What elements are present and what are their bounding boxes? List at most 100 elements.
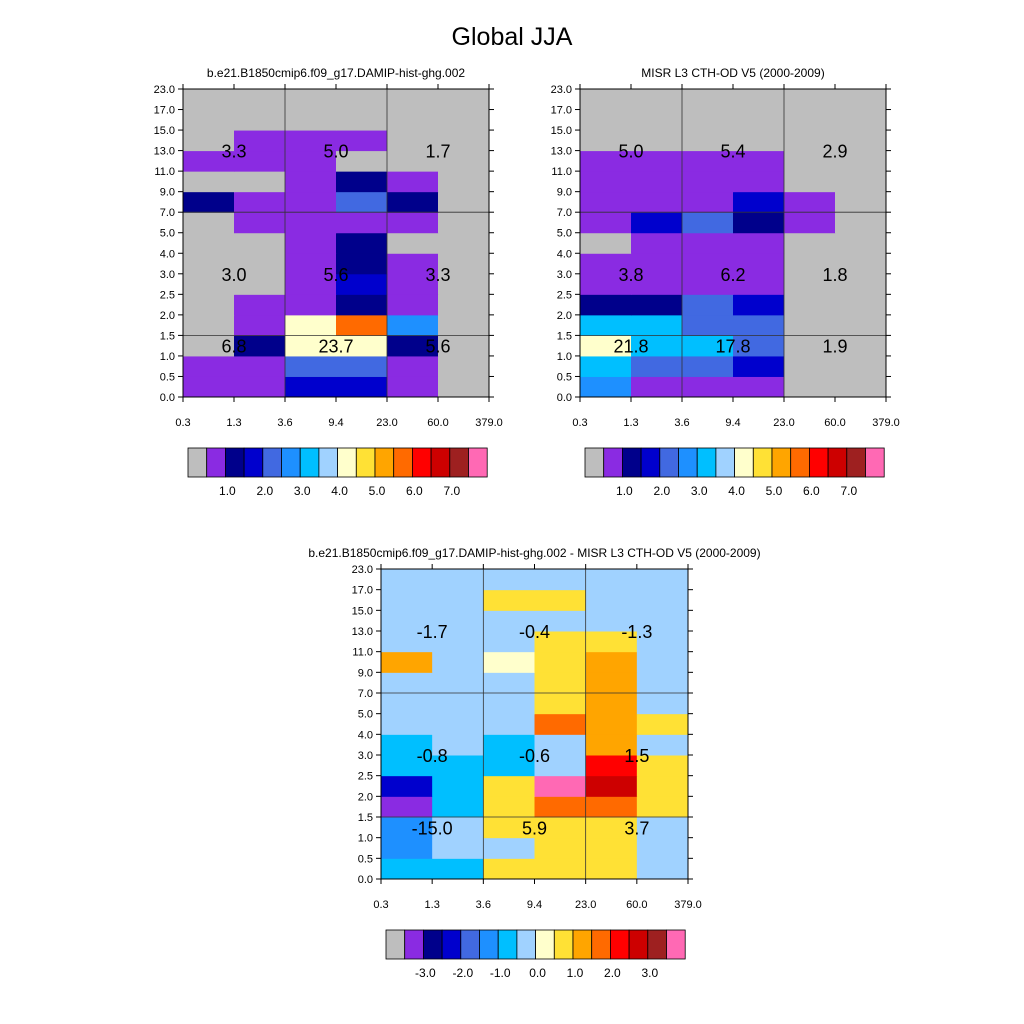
heatmap-cell (183, 130, 235, 152)
colorbar-label: 3.0 (691, 484, 708, 498)
heatmap-cell (438, 89, 490, 111)
heatmap-cell (336, 109, 388, 131)
heatmap-cell (636, 569, 689, 591)
y-tick-label: 5.0 (160, 228, 175, 240)
colorbar-label: 7.0 (840, 484, 857, 498)
heatmap-cell (636, 755, 689, 777)
heatmap-cell (387, 355, 439, 377)
heatmap-cell (336, 376, 388, 398)
heatmap-cell (631, 191, 683, 213)
panel-observation: MISR L3 CTH-OD V5 (2000-2009) 0.0 0.5 1.0 1.… (551, 66, 900, 498)
y-tick-label: 2.5 (160, 289, 175, 301)
colorbar-swatch (430, 447, 451, 478)
heatmap-cell (234, 109, 286, 131)
heatmap-cell (432, 837, 484, 859)
panel-difference: b.e21.B1850cmip6.f09_g17.DAMIP-hist-ghg.… (308, 546, 760, 980)
region-value: 17.8 (715, 337, 750, 357)
heatmap-cell (336, 232, 388, 254)
y-tick-label: 11.0 (551, 166, 572, 178)
y-tick-label: 3.0 (358, 750, 373, 762)
heatmap-cell (784, 130, 836, 152)
heatmap-cell (784, 376, 836, 398)
heatmap-cell (438, 109, 490, 131)
y-tick-label: 23.0 (551, 84, 572, 96)
region-value: 21.8 (613, 337, 648, 357)
heatmap-cell (585, 569, 638, 591)
colorbar-swatch (622, 447, 642, 478)
colorbar-swatch (281, 447, 301, 478)
heatmap-cell (585, 858, 638, 880)
heatmap-cell (387, 191, 439, 213)
heatmap-cell (483, 672, 535, 694)
y-tick-label: 4.0 (160, 248, 175, 260)
heatmap-cell (835, 355, 887, 377)
heatmap-cell (438, 232, 490, 254)
heatmap-cell (183, 191, 235, 213)
colorbar-swatch (572, 929, 593, 960)
colorbar-swatch (659, 447, 679, 478)
colorbar-label: 5.0 (766, 484, 783, 498)
colorbar-swatch (666, 929, 686, 960)
y-tick-label: 17.0 (154, 105, 175, 117)
y-tick-label: 17.0 (352, 585, 373, 597)
x-tick-label: 9.4 (725, 417, 740, 429)
heatmap-cell (438, 150, 490, 172)
colorbar-label: 4.0 (728, 484, 745, 498)
heatmap-cell (784, 273, 836, 295)
heatmap-cell (234, 232, 286, 254)
y-tick-label: 0.0 (358, 874, 373, 886)
heatmap-cell (234, 191, 286, 213)
heatmap-cell (784, 253, 836, 275)
heatmap-cell (682, 294, 734, 316)
heatmap-cell (234, 150, 286, 172)
colorbar-swatch (393, 447, 413, 478)
y-tick-label: 1.0 (557, 351, 572, 363)
heatmap-cell (733, 273, 785, 295)
heatmap-cell (631, 253, 683, 275)
heatmap-cell (636, 796, 689, 818)
x-tick-label: 0.3 (373, 899, 388, 911)
region-value: -0.8 (417, 746, 448, 766)
heatmap-cell (631, 314, 683, 336)
colorbar-label: 2.0 (604, 966, 621, 980)
colorbar-label: 5.0 (369, 484, 386, 498)
heatmap-cell (483, 775, 535, 797)
heatmap-cell (631, 335, 683, 357)
heatmap-cell (733, 109, 785, 131)
heatmap-cell (234, 376, 286, 398)
heatmap-cell (580, 191, 632, 213)
heatmap-cell (636, 837, 689, 859)
y-tick-label: 23.0 (352, 564, 373, 576)
heatmap-cell (183, 109, 235, 131)
heatmap-cell (784, 150, 836, 172)
heatmap-cell (387, 314, 439, 336)
heatmap-cell (381, 734, 433, 756)
heatmap-cell (432, 734, 484, 756)
region-value: 5.6 (323, 265, 348, 285)
heatmap-cell (682, 253, 734, 275)
heatmap-cell (381, 569, 433, 591)
heatmap-cell (438, 212, 490, 234)
heatmap-cell (432, 755, 484, 777)
heatmap-cell (432, 775, 484, 797)
heatmap-cell (784, 314, 836, 336)
colorbar-swatch (553, 929, 574, 960)
colorbar-label: 0.0 (529, 966, 546, 980)
heatmap-cell (733, 89, 785, 111)
heatmap-cell (438, 273, 490, 295)
heatmap-cell (387, 130, 439, 152)
panel-model: b.e21.B1850cmip6.f09_g17.DAMIP-hist-ghg.… (154, 66, 503, 498)
heatmap-cell (381, 796, 433, 818)
heatmap-cell (534, 796, 587, 818)
heatmap-cell (835, 273, 887, 295)
y-tick-label: 0.0 (160, 392, 175, 404)
heatmap-cell (336, 171, 388, 193)
region-value: 1.9 (822, 337, 847, 357)
y-tick-label: 15.0 (352, 605, 373, 617)
colorbar-swatch (678, 447, 698, 478)
heatmap-cell (682, 273, 734, 295)
heatmap-cell (285, 130, 337, 152)
y-tick-label: 11.0 (352, 647, 373, 659)
region-value: -15.0 (412, 818, 453, 838)
